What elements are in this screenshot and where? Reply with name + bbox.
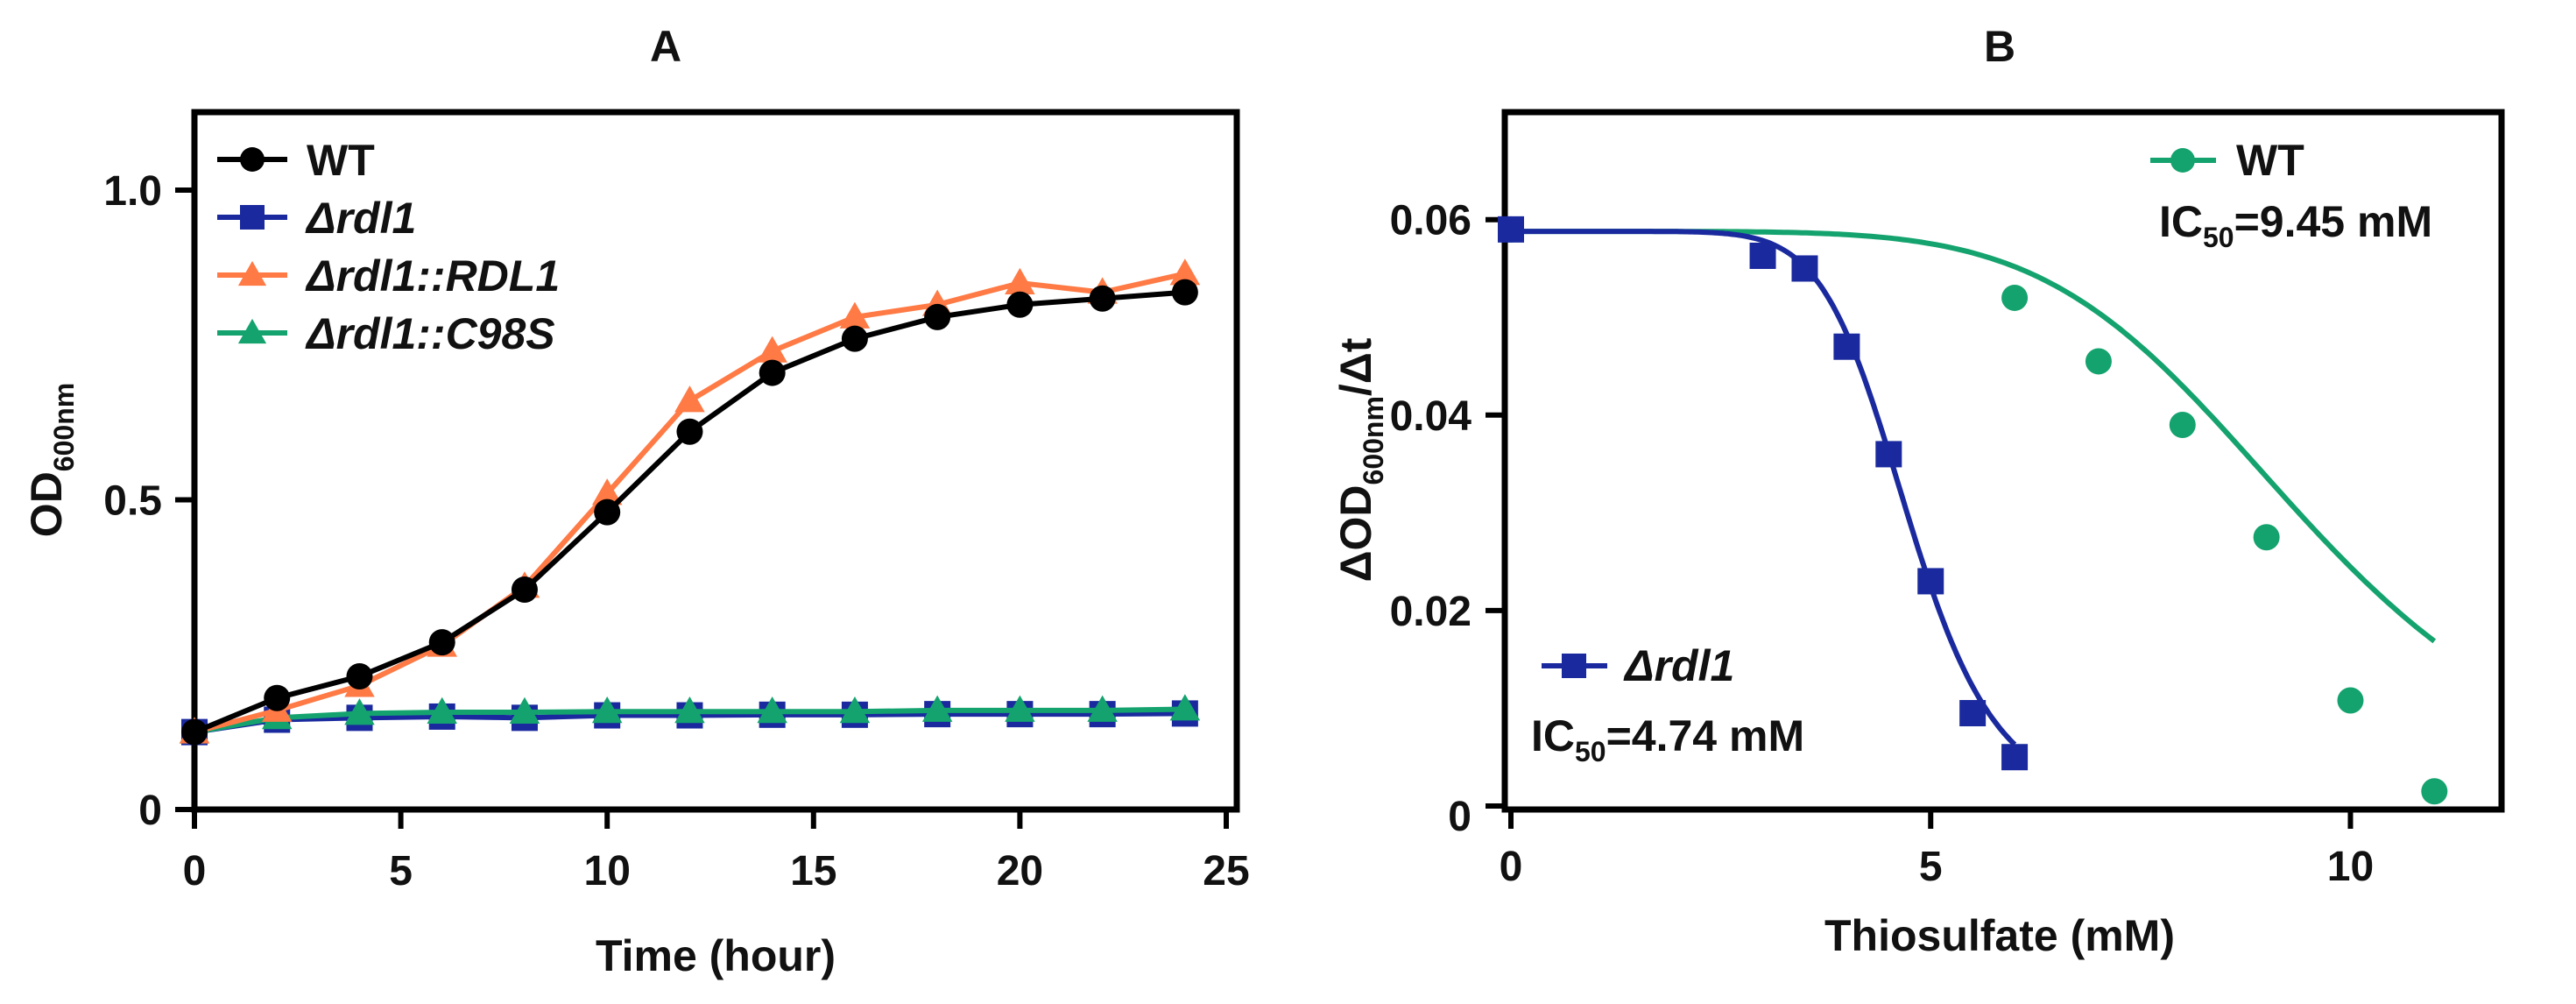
panel-b-y-label-sub: 600nm: [1358, 396, 1389, 484]
panel-a-data-point: [924, 303, 951, 330]
panel-b-legend: WT IC50=9.45 mM Δrdl1 IC50=4.74 mM: [1531, 136, 2432, 767]
panel-b-ic50-rdl1: IC50=4.74 mM: [1531, 711, 1804, 767]
panel-a-x-tick-label: 5: [389, 848, 413, 894]
panel-b-data-point: [1917, 568, 1944, 595]
panel-b-x-tick-label: 5: [1919, 844, 1943, 890]
panel-a-data-point: [839, 696, 871, 724]
panel-b-x-tick-label: 0: [1500, 844, 1523, 890]
panel-a-data-point: [1006, 291, 1034, 318]
panel-b-data-point: [1875, 441, 1902, 468]
panel-a-data-point: [841, 325, 868, 352]
panel-a-data-point: [427, 696, 457, 724]
panel-b-series: [1498, 216, 2448, 805]
panel-a-data-point: [839, 301, 871, 329]
panel-b-legend-marker: [2170, 148, 2195, 173]
panel-a-data-point: [674, 696, 705, 724]
panel-b-x-axis-label: Thiosulfate (mM): [1824, 911, 2175, 960]
panel-a-data-point: [1089, 285, 1116, 312]
panel-b-y-tick-label: 0.06: [1390, 198, 1471, 244]
panel-a-x-axis-label: Time (hour): [596, 931, 836, 980]
panel-a-legend-label: Δrdl1::C98S: [305, 309, 555, 358]
panel-b-y-axis-label: ΔOD600nm/Δt: [1331, 337, 1389, 582]
panel-a-data-point: [344, 698, 375, 725]
panel-a-data-point: [591, 696, 623, 724]
svg-text:ΔOD600nm/Δt: ΔOD600nm/Δt: [1331, 337, 1389, 582]
panel-a-x-tick-label: 15: [790, 848, 836, 894]
panel-b-data-point: [2085, 348, 2112, 375]
panel-b-y-label-main: ΔOD: [1331, 484, 1380, 582]
panel-a-legend-marker: [237, 260, 267, 286]
panel-a-data-point: [676, 418, 703, 445]
panel-b-data-point: [2001, 284, 2029, 311]
panel-a-x-tick-label: 0: [183, 848, 207, 894]
panel-a-y-tick-label: 0: [138, 788, 162, 834]
panel-a-legend-marker: [240, 205, 265, 230]
panel-a-data-point: [759, 359, 786, 386]
panel-a-legend-label: Δrdl1: [305, 194, 416, 243]
panel-a-data-point: [511, 576, 538, 604]
panel-a-legend-marker: [237, 318, 267, 344]
panel-b-data-point: [2421, 778, 2448, 805]
panel-b-plot-frame: [1501, 109, 2505, 813]
panel-a-y-axis-label: OD600nm: [22, 383, 80, 537]
panel-b-y-tick-label: 0: [1448, 794, 1471, 840]
panel-b: B 0 5 10 0 0.02 0.04 0.06 WT IC50=9.45 mM Δrdl1 I…: [1331, 22, 2505, 960]
panel-a-y-tick-label: 1.0: [103, 168, 162, 215]
panel-a-data-point: [757, 336, 787, 363]
panel-b-x-tick-label: 10: [2327, 844, 2374, 890]
panel-a-data-point: [594, 498, 621, 526]
panel-a-data-point: [428, 629, 455, 656]
panel-b-legend-marker: [1562, 654, 1586, 678]
panel-a-data-point: [1005, 695, 1035, 722]
panel-b-ticks: 0 5 10 0 0.02 0.04 0.06: [1390, 198, 2375, 890]
panel-b-legend-label: Δrdl1: [1623, 641, 1734, 690]
panel-a-data-point: [757, 696, 787, 724]
panel-a-data-point: [1087, 695, 1118, 722]
panel-a-data-point: [1005, 267, 1035, 294]
panel-a-data-point: [591, 478, 623, 506]
panel-b-fit-curve: [1511, 229, 2437, 644]
panel-a-y-tick-label: 0.5: [103, 478, 162, 525]
panel-b-data-point: [1749, 242, 1776, 269]
panel-a-legend-marker: [240, 147, 265, 172]
panel-a-data-point: [1171, 279, 1198, 306]
panel-b-data-point: [1791, 255, 1818, 282]
panel-a-y-label-main: OD: [22, 471, 71, 537]
panel-a-data-point: [674, 385, 705, 413]
panel-a-ticks: 0 5 10 15 20 25 0 0.5 1.0: [103, 168, 1249, 894]
panel-b-y-tick-label: 0.02: [1390, 589, 1471, 635]
panel-a-data-point: [921, 695, 953, 722]
panel-b-ic50-wt: IC50=9.45 mM: [2159, 197, 2432, 253]
panel-a-legend-label: WT: [307, 136, 375, 185]
panel-a-data-point: [1169, 694, 1201, 721]
panel-b-y-label-suffix: /Δt: [1331, 337, 1380, 396]
panel-b-title: B: [1984, 22, 2015, 71]
svg-text:OD600nm: OD600nm: [22, 383, 80, 537]
panel-b-data-point: [1959, 700, 1987, 727]
panel-b-data-point: [2169, 411, 2196, 438]
panel-a-data-point: [509, 696, 540, 724]
panel-a-data-point: [264, 684, 291, 711]
panel-a-x-tick-label: 25: [1203, 848, 1249, 894]
panel-a-series: [179, 258, 1201, 746]
panel-a-x-tick-label: 20: [997, 848, 1043, 894]
panel-b-data-point: [2337, 687, 2364, 714]
panel-a-legend-label: Δrdl1::RDL1: [305, 251, 560, 300]
panel-b-data-point: [1833, 333, 1860, 360]
panel-b-y-tick-label: 0.04: [1390, 393, 1472, 440]
panel-a-data-point: [346, 662, 373, 689]
panel-b-data-point: [2253, 524, 2280, 551]
panel-a-data-point: [181, 718, 208, 746]
panel-a-y-label-sub: 600nm: [48, 383, 80, 471]
panel-b-legend-label: WT: [2236, 136, 2304, 185]
panel-a-plot-frame: [191, 109, 1240, 813]
panel-b-data-point: [1498, 216, 1524, 243]
panel-a-data-point: [1169, 258, 1201, 286]
panel-a-x-tick-label: 10: [584, 848, 631, 894]
panel-a-title: A: [650, 22, 681, 71]
panel-b-data-point: [2001, 744, 2029, 771]
